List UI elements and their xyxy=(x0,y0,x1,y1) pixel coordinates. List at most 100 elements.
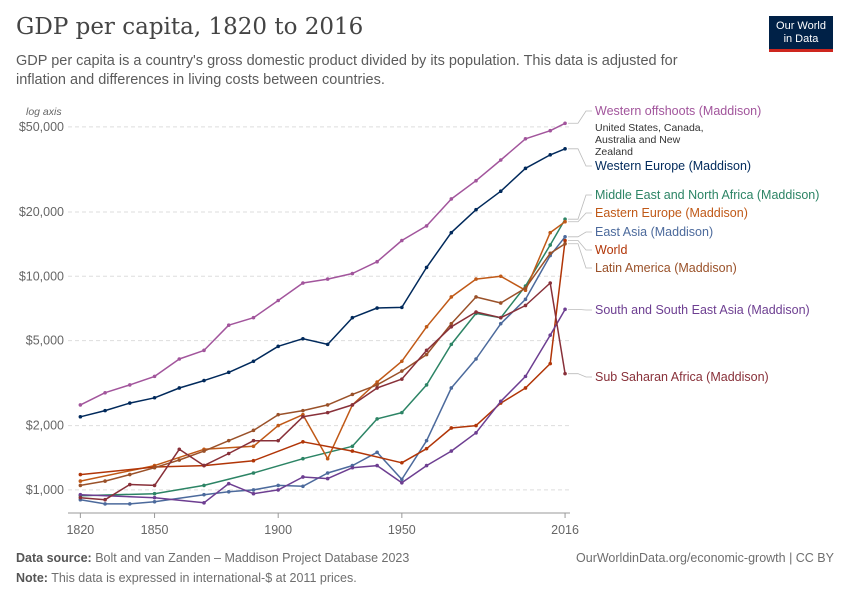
series-label: Middle East and North Africa (Maddison) xyxy=(595,188,819,202)
x-tick-label: 1820 xyxy=(66,523,94,537)
data-point xyxy=(350,449,355,453)
data-point xyxy=(350,392,355,397)
data-point xyxy=(375,386,379,390)
data-point xyxy=(449,426,454,430)
data-point xyxy=(251,438,256,443)
data-point xyxy=(152,395,157,400)
data-point xyxy=(276,483,280,488)
label-connector xyxy=(568,110,592,124)
data-point xyxy=(498,158,503,162)
data-point xyxy=(301,439,305,444)
logo-line-2: in Data xyxy=(783,32,819,45)
data-point xyxy=(375,463,379,468)
data-point xyxy=(251,359,256,364)
series-label: World xyxy=(595,243,627,257)
data-point xyxy=(301,281,305,285)
data-point xyxy=(350,444,355,449)
series-label: Sub Saharan Africa (Maddison) xyxy=(595,370,769,384)
series-label: East Asia (Maddison) xyxy=(595,225,713,239)
y-tick-label: $5,000 xyxy=(26,334,64,348)
series-line xyxy=(80,309,566,504)
data-point xyxy=(375,306,379,310)
data-point xyxy=(474,357,478,361)
data-point xyxy=(400,460,404,465)
data-point xyxy=(78,472,83,477)
data-source: Data source: Bolt and van Zanden – Maddi… xyxy=(16,548,409,568)
data-point xyxy=(325,476,330,481)
owid-logo[interactable]: Our World in Data xyxy=(769,16,833,52)
series-note: Australia and New xyxy=(595,134,681,146)
data-point xyxy=(474,207,478,212)
source-text[interactable]: Bolt and van Zanden – Maddison Project D… xyxy=(95,551,410,565)
data-point xyxy=(251,458,256,463)
note-text: This data is expressed in international-… xyxy=(51,571,357,585)
data-point xyxy=(563,121,567,126)
data-point xyxy=(251,488,256,492)
data-point xyxy=(301,408,305,413)
data-point xyxy=(350,465,355,470)
data-point xyxy=(400,238,404,243)
data-point xyxy=(498,189,503,194)
data-point xyxy=(350,271,355,276)
label-connector xyxy=(568,231,592,238)
data-point xyxy=(548,251,553,256)
data-point xyxy=(251,315,256,320)
data-point xyxy=(375,450,379,455)
data-point xyxy=(276,423,280,428)
data-point xyxy=(350,403,355,407)
series-label: Eastern Europe (Maddison) xyxy=(595,206,748,220)
data-point xyxy=(276,412,280,417)
data-point xyxy=(400,480,404,485)
logo-line-1: Our World xyxy=(776,19,826,32)
source-label: Data source: xyxy=(16,551,92,565)
data-point xyxy=(202,378,206,383)
data-point xyxy=(523,286,528,290)
y-tick-label: $50,000 xyxy=(19,120,64,134)
data-point xyxy=(128,472,132,477)
data-point xyxy=(103,479,107,483)
data-point xyxy=(78,492,83,497)
data-point xyxy=(152,465,157,470)
label-connector xyxy=(568,212,592,223)
data-point xyxy=(202,501,206,505)
data-point xyxy=(498,301,503,305)
series-line xyxy=(80,240,566,476)
data-point xyxy=(226,438,231,443)
data-point xyxy=(226,489,231,494)
data-point xyxy=(152,491,157,496)
data-point xyxy=(424,383,429,387)
data-point xyxy=(474,310,478,314)
data-point xyxy=(375,259,379,264)
x-tick-label: 2016 xyxy=(551,523,579,537)
chart-subtitle: GDP per capita is a country's gross dome… xyxy=(16,53,678,88)
data-point xyxy=(78,414,83,419)
data-point xyxy=(523,297,528,302)
data-point xyxy=(474,431,478,435)
data-point xyxy=(251,471,256,475)
data-point xyxy=(474,277,478,281)
data-point xyxy=(325,403,330,407)
x-tick-label: 1950 xyxy=(388,523,416,537)
data-point xyxy=(325,277,330,281)
data-point xyxy=(128,401,132,405)
data-point xyxy=(449,321,454,326)
data-point xyxy=(400,305,404,310)
data-point xyxy=(103,408,107,413)
x-tick-label: 1850 xyxy=(141,523,169,537)
data-point xyxy=(424,446,429,451)
data-point xyxy=(400,359,404,364)
chart-title: GDP per capita, 1820 to 2016 xyxy=(16,14,364,40)
data-point xyxy=(424,352,429,357)
footer-link[interactable]: OurWorldinData.org/economic-growth | CC … xyxy=(576,551,834,565)
series-line xyxy=(80,221,566,482)
data-point xyxy=(152,374,157,379)
data-point xyxy=(177,458,182,462)
data-point xyxy=(78,495,83,500)
data-point xyxy=(325,456,330,461)
data-point xyxy=(424,325,429,329)
data-point xyxy=(400,369,404,373)
data-point xyxy=(449,342,454,347)
series-label: Western offshoots (Maddison) xyxy=(595,104,761,118)
data-point xyxy=(202,483,206,488)
